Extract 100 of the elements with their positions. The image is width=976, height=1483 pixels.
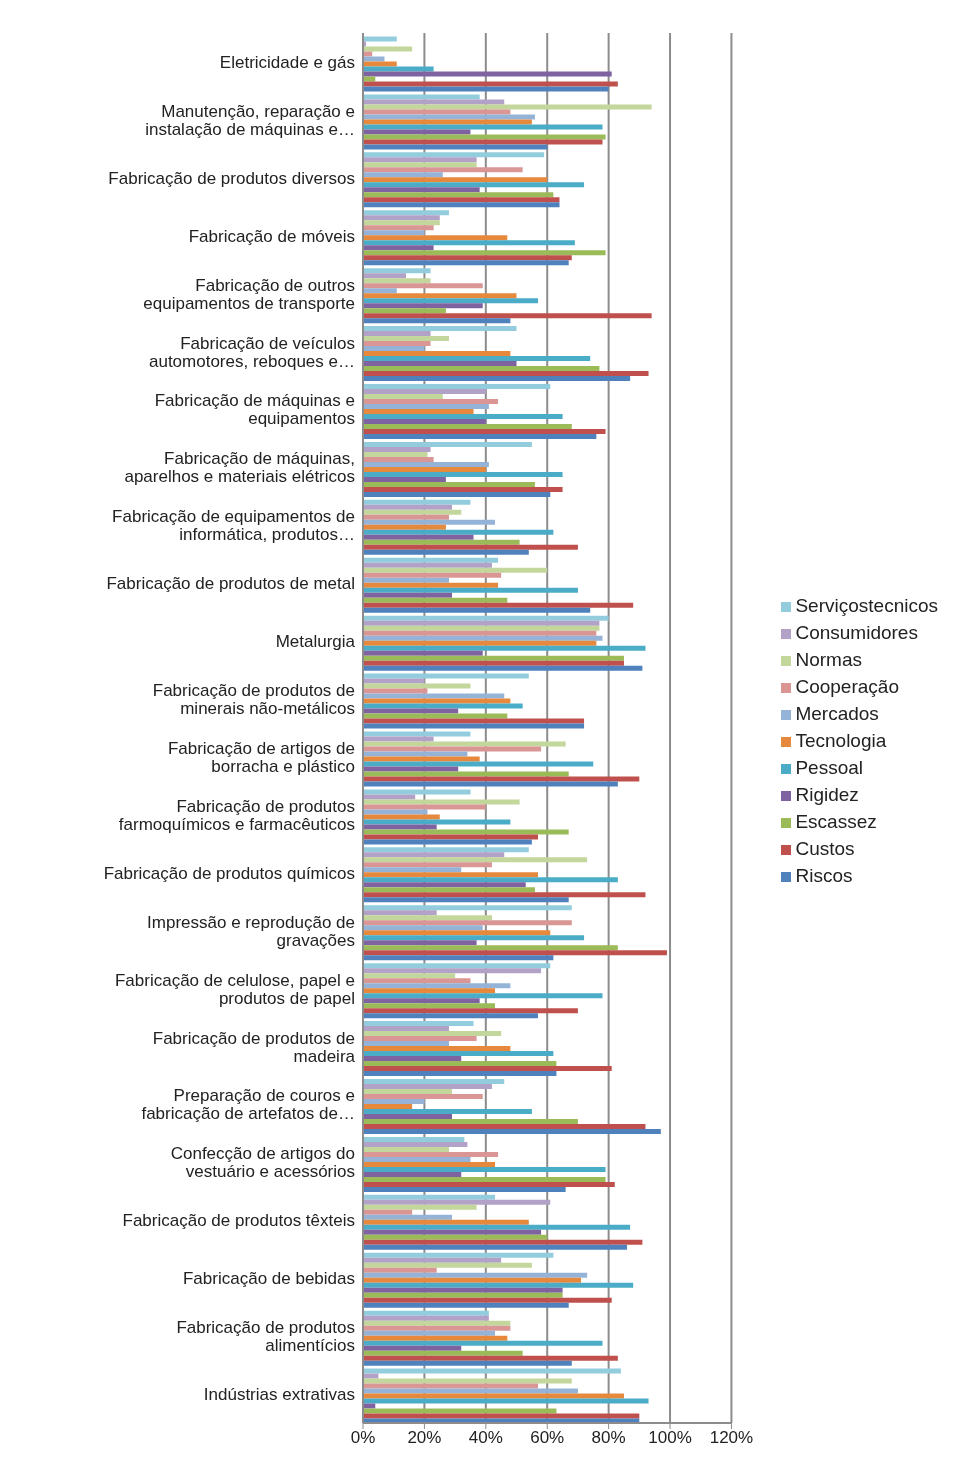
bar	[363, 713, 508, 719]
bar	[363, 162, 477, 168]
bar	[363, 673, 529, 679]
bar	[363, 240, 575, 246]
bar	[363, 278, 431, 284]
bar	[363, 683, 471, 689]
bar	[363, 993, 603, 999]
bar	[363, 887, 535, 893]
bar	[363, 1123, 646, 1129]
bar	[363, 557, 499, 563]
bar	[363, 544, 578, 550]
bar	[363, 789, 471, 795]
bar	[363, 771, 569, 777]
y-tick-label: Fabricação de bebidas	[182, 1268, 355, 1288]
bar	[363, 1350, 523, 1356]
bar	[363, 1310, 489, 1316]
y-tick-label: Fabricação de outros equipamentos de transporte	[143, 275, 355, 313]
bar	[363, 693, 505, 699]
bar	[363, 139, 603, 145]
bar	[363, 298, 539, 304]
bar	[363, 703, 523, 709]
bar	[363, 1244, 628, 1250]
bar	[363, 99, 505, 105]
bar	[363, 1262, 532, 1268]
bar	[363, 1393, 624, 1399]
bar	[363, 114, 535, 120]
bar	[363, 650, 483, 656]
bar	[363, 1383, 539, 1389]
bar	[363, 678, 425, 684]
bar	[363, 1151, 499, 1157]
bar	[363, 456, 434, 462]
bar	[363, 1056, 462, 1062]
bar	[363, 245, 434, 251]
x-tick-label: 120%	[709, 1428, 754, 1448]
bar	[363, 1398, 649, 1404]
bar	[363, 824, 437, 830]
bar	[363, 519, 496, 525]
bar	[363, 1083, 492, 1089]
bar	[363, 1378, 572, 1384]
bar	[363, 1161, 496, 1167]
bar	[363, 620, 600, 626]
bar	[363, 172, 443, 178]
bar	[363, 1176, 606, 1182]
bar	[363, 804, 486, 810]
bar	[363, 1297, 612, 1303]
y-tick-label: Fabricação de produtos têxteis	[122, 1210, 355, 1230]
bar	[363, 1209, 413, 1215]
y-tick-label: Impressão e reprodução de gravações	[147, 912, 355, 950]
bar	[363, 318, 511, 324]
y-tick-label: Confecção de artigos do vestuário e acessórios	[170, 1143, 355, 1181]
bar	[363, 1008, 578, 1014]
bar	[363, 124, 603, 130]
bar	[363, 308, 446, 314]
bar	[363, 283, 483, 289]
bar	[363, 731, 471, 737]
bar	[363, 1408, 557, 1414]
y-tick-label: Fabricação de celulose, papel e produtos de papel	[114, 970, 355, 1008]
bar	[363, 1088, 453, 1094]
bar	[363, 129, 471, 135]
bar	[363, 781, 618, 787]
bar	[363, 910, 437, 916]
bar	[363, 61, 397, 67]
bar	[363, 1146, 449, 1152]
bar	[363, 1098, 425, 1104]
bar	[363, 230, 425, 236]
bar	[363, 1413, 640, 1419]
bar	[363, 751, 468, 757]
bar	[363, 615, 609, 621]
bar	[363, 446, 431, 452]
bar	[363, 144, 548, 150]
bar	[363, 1141, 468, 1147]
bar	[363, 776, 640, 782]
bar	[363, 819, 511, 825]
y-tick-label: Fabricação de produtos farmoquímicos e farmacêuticos	[118, 796, 355, 834]
bar	[363, 867, 462, 873]
bar	[363, 665, 643, 671]
bar	[363, 255, 572, 261]
bar	[363, 509, 462, 515]
bar	[363, 940, 477, 946]
y-tick-label: Eletricidade e gás	[219, 52, 355, 72]
legend-label: Pessoal	[795, 757, 864, 778]
bar	[363, 413, 563, 419]
legend-label: Consumidores	[795, 622, 918, 643]
bar	[363, 428, 606, 434]
bar	[363, 1335, 508, 1341]
bar	[363, 433, 597, 439]
bar	[363, 1026, 449, 1032]
bar	[363, 418, 486, 424]
legend-label: Escassez	[795, 811, 877, 832]
bar	[363, 134, 606, 140]
bar	[363, 930, 551, 936]
bar	[363, 630, 597, 636]
bar	[363, 645, 646, 651]
x-tick-label: 20%	[407, 1428, 442, 1448]
bar	[363, 514, 449, 520]
y-tick-label: Fabricação de máquinas e equipamentos	[154, 390, 355, 428]
bar	[363, 1214, 453, 1220]
bar	[363, 66, 434, 72]
bar	[363, 293, 517, 299]
bar	[363, 1257, 502, 1263]
